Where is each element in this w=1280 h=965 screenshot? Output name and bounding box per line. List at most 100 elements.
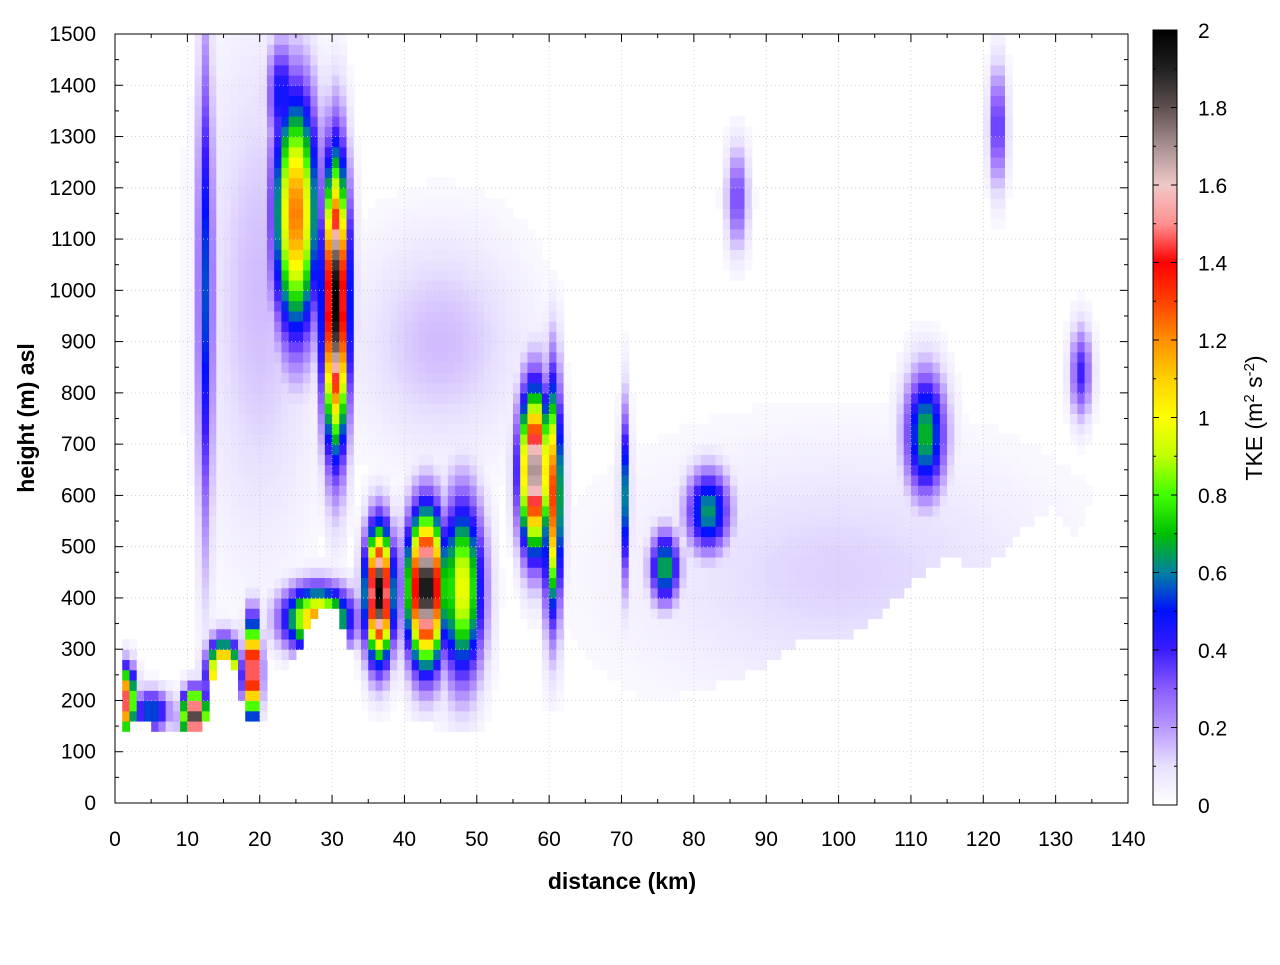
heatmap-cell [744,526,753,538]
heatmap-cell [404,187,413,199]
heatmap-cell [628,474,637,486]
heatmap-cell [795,536,803,548]
heatmap-cell [455,567,463,579]
heatmap-cell [209,75,217,86]
heatmap-cell [404,577,413,589]
heatmap-cell [411,331,420,343]
heatmap-cell [758,577,767,589]
heatmap-cell [730,218,738,230]
heatmap-cell [947,526,955,538]
heatmap-cell [281,351,290,363]
heatmap-cell [534,536,543,548]
heatmap-cell [245,157,254,168]
heatmap-cell [932,382,941,394]
heatmap-cell [585,618,594,630]
heatmap-cell [346,362,355,373]
heatmap-cell [758,505,767,517]
heatmap-cell [368,228,377,240]
heatmap-cell [556,628,565,640]
heatmap-cell [795,546,803,558]
heatmap-cell [281,454,290,466]
heatmap-cell [418,280,427,291]
heatmap-cell [404,659,413,671]
heatmap-cell [599,649,608,661]
heatmap-cell [961,444,970,455]
heatmap-cell [737,423,746,435]
heatmap-cell [288,146,297,158]
heatmap-cell [382,454,391,466]
heatmap-cell [541,587,550,599]
heatmap-cell [223,567,232,579]
heatmap-cell [129,669,138,681]
heatmap-cell [440,208,449,220]
heatmap-cell [223,454,232,466]
heatmap-cell [274,597,283,609]
heatmap-cell [737,628,746,640]
heatmap-cell [643,567,652,579]
heatmap-cell [447,536,456,548]
heatmap-cell [447,413,456,425]
heatmap-cell [1041,474,1050,486]
heatmap-cell [361,351,369,363]
heatmap-cell [534,392,543,404]
heatmap-cell [1070,474,1078,486]
heatmap-cell [679,597,688,609]
heatmap-cell [983,105,992,117]
heatmap-cell [925,321,934,332]
heatmap-cell [520,392,529,404]
heatmap-cell [433,187,442,199]
heatmap-cell [209,495,217,507]
heatmap-cell [397,649,406,661]
heatmap-cell [418,362,427,373]
heatmap-cell [324,413,333,425]
heatmap-cell [730,259,738,271]
heatmap-cell [737,608,746,620]
heatmap-cell [209,505,217,517]
heatmap-cell [650,669,659,681]
heatmap-cell [672,556,680,568]
heatmap-cell [635,608,644,620]
heatmap-cell [418,239,427,250]
heatmap-cell [209,321,217,332]
heatmap-cell [751,526,760,538]
heatmap-cell [570,505,579,517]
heatmap-cell [541,577,550,589]
heatmap-cell [259,444,268,455]
heatmap-cell [397,587,406,599]
heatmap-cell [165,720,174,732]
heatmap-cell [447,474,456,486]
heatmap-cell [303,587,311,599]
heatmap-cell [672,495,680,507]
heatmap-cell [447,321,456,332]
heatmap-cell [433,413,442,425]
heatmap-cell [252,239,261,250]
heatmap-cell [281,638,290,650]
heatmap-cell [397,300,406,312]
heatmap-cell [274,290,283,302]
heatmap-cell [426,679,434,691]
heatmap-cell [484,321,492,332]
heatmap-cell [288,44,297,56]
heatmap-cell [455,659,463,671]
heatmap-cell [252,382,261,394]
heatmap-cell [223,608,232,620]
heatmap-cell [353,280,362,291]
heatmap-cell [317,433,326,445]
heatmap-cell [845,444,854,455]
heatmap-cell [751,413,760,425]
heatmap-cell [223,280,232,291]
heatmap-cell [281,64,290,76]
heatmap-cell [245,85,254,97]
heatmap-cell [708,444,717,455]
heatmap-cell [715,618,724,630]
heatmap-cell [578,587,586,599]
heatmap-cell [541,444,550,455]
heatmap-cell [780,628,789,640]
heatmap-cell [954,423,963,435]
heatmap-cell [223,64,232,76]
heatmap-cell [368,392,377,404]
heatmap-cell [621,341,630,353]
heatmap-cell [845,403,854,414]
heatmap-cell [397,495,406,507]
